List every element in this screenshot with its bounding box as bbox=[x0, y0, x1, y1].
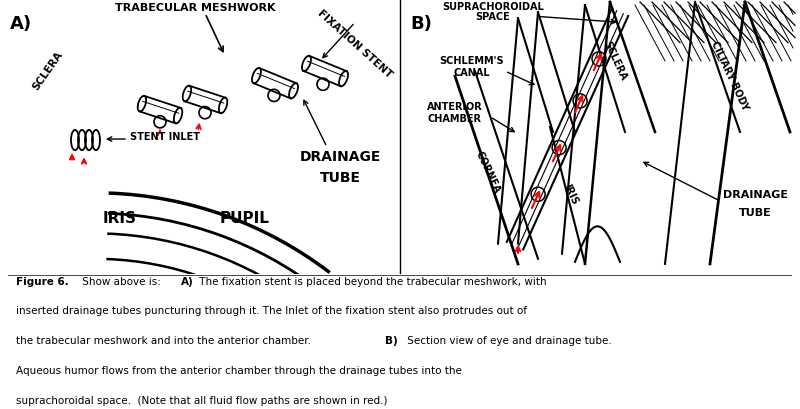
Text: A): A) bbox=[10, 15, 32, 33]
Text: TUBE: TUBE bbox=[738, 208, 771, 218]
Text: CHAMBER: CHAMBER bbox=[428, 114, 482, 124]
Text: Aqueous humor flows from the anterior chamber through the drainage tubes into th: Aqueous humor flows from the anterior ch… bbox=[16, 366, 462, 376]
Text: SCLERA: SCLERA bbox=[31, 50, 65, 92]
Text: A): A) bbox=[181, 277, 194, 287]
Text: B): B) bbox=[410, 15, 432, 33]
Text: DRAINAGE: DRAINAGE bbox=[722, 190, 787, 200]
Text: SCLERA: SCLERA bbox=[602, 40, 629, 82]
Text: Figure 6.: Figure 6. bbox=[16, 277, 69, 287]
Text: SCHLEMM'S: SCHLEMM'S bbox=[440, 56, 504, 66]
Text: IRIS: IRIS bbox=[103, 211, 137, 226]
Text: Show above is:: Show above is: bbox=[79, 277, 164, 287]
Text: CORNEA: CORNEA bbox=[474, 150, 502, 195]
Text: B): B) bbox=[385, 336, 398, 346]
Text: CANAL: CANAL bbox=[454, 68, 490, 78]
Text: Section view of eye and drainage tube.: Section view of eye and drainage tube. bbox=[404, 336, 611, 346]
Text: SPACE: SPACE bbox=[476, 12, 510, 22]
Text: ANTERIOR: ANTERIOR bbox=[427, 101, 483, 112]
Text: CILIARY BODY: CILIARY BODY bbox=[710, 40, 750, 112]
Text: DRAINAGE: DRAINAGE bbox=[299, 151, 381, 164]
Text: STENT INLET: STENT INLET bbox=[130, 132, 200, 142]
Text: inserted drainage tubes puncturing through it. The Inlet of the fixation stent a: inserted drainage tubes puncturing throu… bbox=[16, 306, 527, 317]
Text: FIXATION STENT: FIXATION STENT bbox=[316, 8, 394, 80]
Text: SUPRACHOROIDAL: SUPRACHOROIDAL bbox=[442, 2, 544, 12]
Text: suprachoroidal space.  (Note that all fluid flow paths are shown in red.): suprachoroidal space. (Note that all flu… bbox=[16, 396, 387, 405]
Text: TUBE: TUBE bbox=[319, 171, 361, 184]
Text: PUPIL: PUPIL bbox=[220, 211, 270, 226]
Text: The fixation stent is placed beyond the trabecular meshwork, with: The fixation stent is placed beyond the … bbox=[197, 277, 547, 287]
Text: the trabecular meshwork and into the anterior chamber.: the trabecular meshwork and into the ant… bbox=[16, 336, 314, 346]
Text: TRABECULAR MESHWORK: TRABECULAR MESHWORK bbox=[114, 3, 275, 13]
Text: IRIS: IRIS bbox=[561, 183, 579, 207]
